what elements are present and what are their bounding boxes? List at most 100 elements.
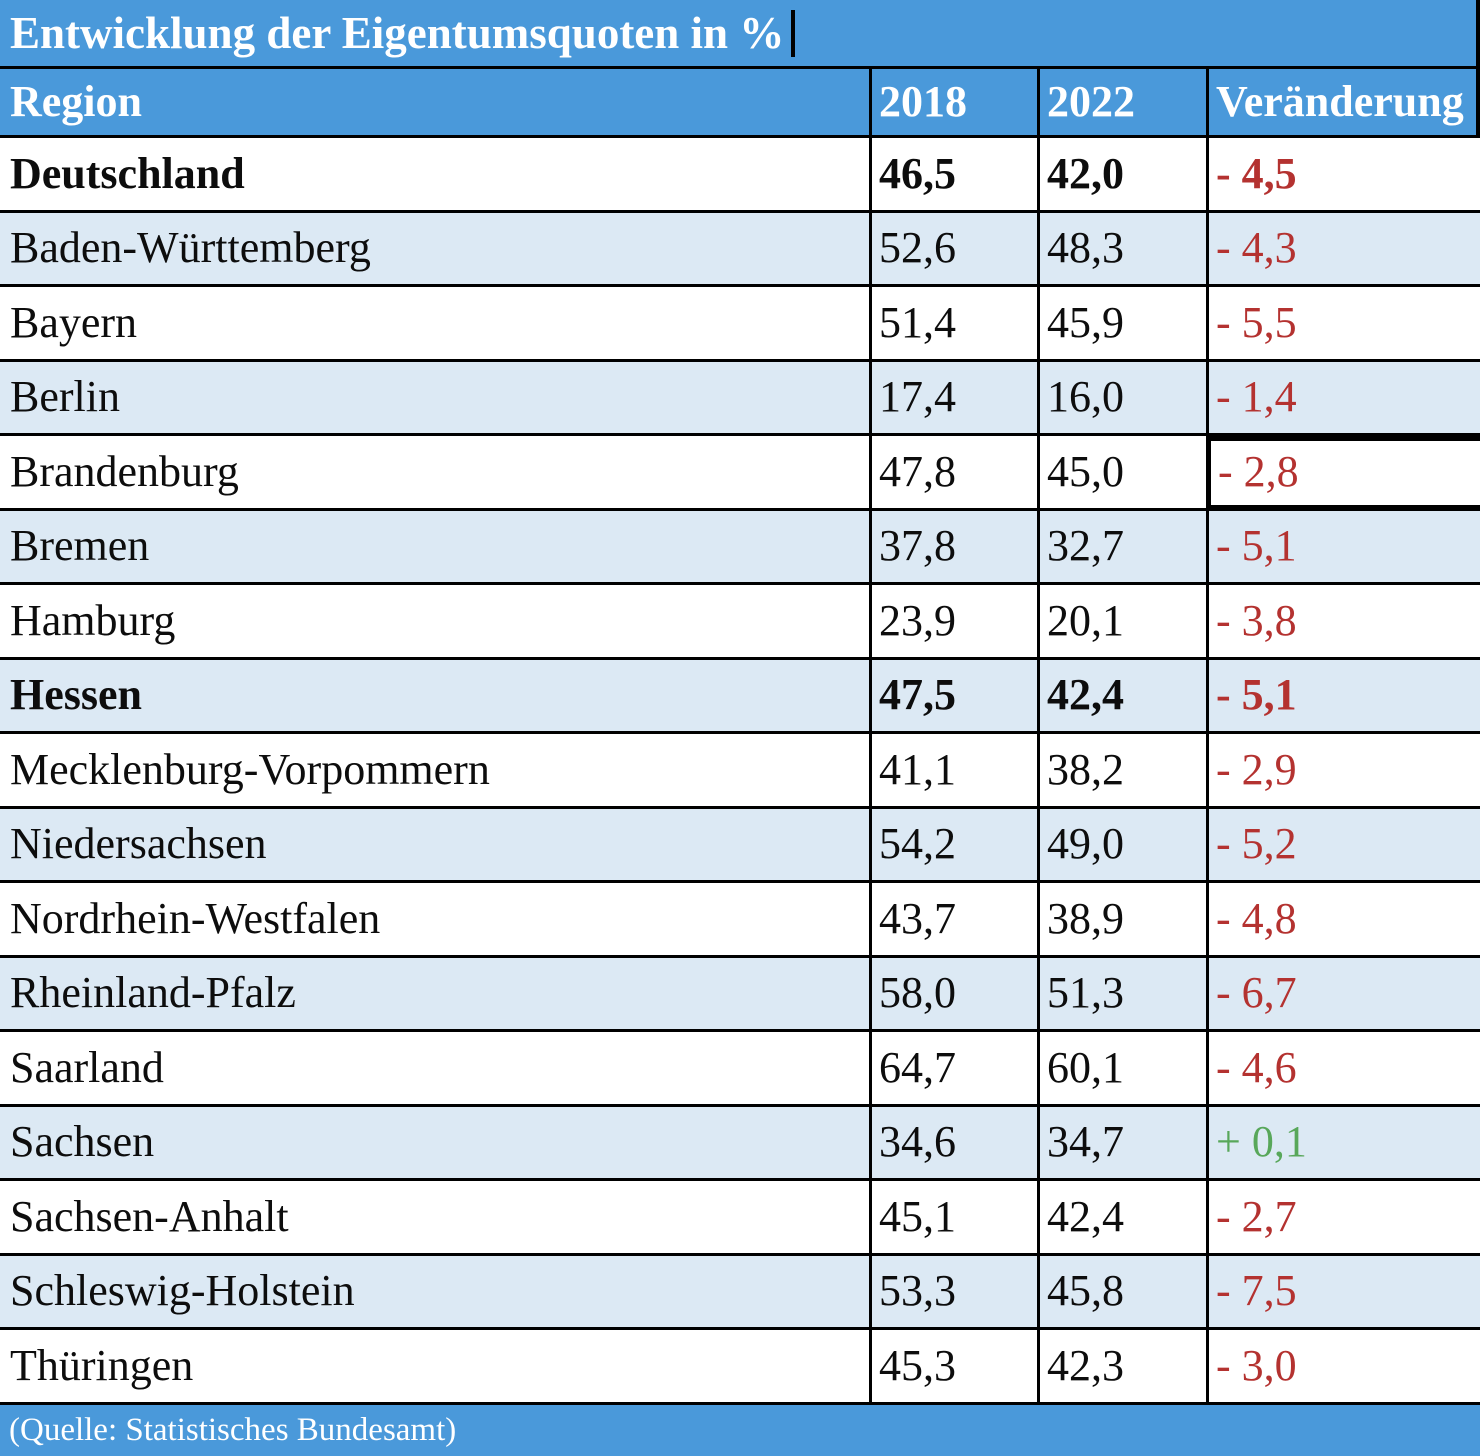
column-header-veraenderung[interactable]: Veränderung [1206, 69, 1480, 135]
table-row: Baden-Württemberg 52,6 48,3 - 4,3 [0, 212, 1480, 287]
change-cell[interactable]: - 4,3 [1206, 212, 1480, 284]
value-2018-cell[interactable]: 53,3 [869, 1255, 1037, 1327]
value-2018-cell[interactable]: 45,1 [869, 1181, 1037, 1253]
value-2022-cell[interactable]: 42,3 [1037, 1330, 1206, 1402]
table-header-row: Region 2018 2022 Veränderung [0, 69, 1480, 138]
value-2022-cell[interactable]: 42,4 [1037, 1181, 1206, 1253]
region-cell[interactable]: Thüringen [10, 1340, 194, 1390]
region-cell[interactable]: Mecklenburg-Vorpommern [10, 744, 490, 794]
change-cell[interactable]: + 0,1 [1206, 1106, 1480, 1178]
value-2018-cell[interactable]: 46,5 [869, 138, 1037, 210]
change-cell[interactable]: - 5,5 [1206, 287, 1480, 359]
column-header-region[interactable]: Region [0, 69, 869, 135]
change-cell[interactable]: - 2,8 [1206, 436, 1480, 508]
column-header-2022[interactable]: 2022 [1037, 69, 1206, 135]
value-2018-cell[interactable]: 23,9 [869, 585, 1037, 657]
change-cell[interactable]: - 6,7 [1206, 957, 1480, 1029]
column-header-label: Region [10, 77, 142, 126]
change-cell[interactable]: - 4,6 [1206, 1032, 1480, 1104]
change-cell[interactable]: - 2,9 [1206, 734, 1480, 806]
table-row: Rheinland-Pfalz 58,0 51,3 - 6,7 [0, 957, 1480, 1032]
table-row: Hessen 47,5 42,4 - 5,1 [0, 659, 1480, 734]
table-row: Thüringen 45,3 42,3 - 3,0 [0, 1330, 1480, 1405]
region-cell[interactable]: Baden-Württemberg [10, 223, 371, 273]
value-2022-cell[interactable]: 34,7 [1037, 1106, 1206, 1178]
value-2018-cell[interactable]: 17,4 [869, 361, 1037, 433]
value-2022-cell[interactable]: 38,9 [1037, 883, 1206, 955]
table-title-bar[interactable]: Entwicklung der Eigentumsquoten in % [0, 0, 1480, 69]
region-cell[interactable]: Hamburg [10, 595, 176, 645]
change-cell[interactable]: - 1,4 [1206, 361, 1480, 433]
value-2022-cell[interactable]: 45,0 [1037, 436, 1206, 508]
table-row: Brandenburg 47,8 45,0 - 2,8 [0, 436, 1480, 511]
value-2022-cell[interactable]: 42,4 [1037, 659, 1206, 731]
value-2018-cell[interactable]: 43,7 [869, 883, 1037, 955]
region-cell[interactable]: Rheinland-Pfalz [10, 968, 296, 1018]
value-2022-cell[interactable]: 32,7 [1037, 510, 1206, 582]
table-row: Schleswig-Holstein 53,3 45,8 - 7,5 [0, 1255, 1480, 1330]
table-row: Mecklenburg-Vorpommern 41,1 38,2 - 2,9 [0, 734, 1480, 809]
value-2018-cell[interactable]: 47,5 [869, 659, 1037, 731]
table-row: Bayern 51,4 45,9 - 5,5 [0, 287, 1480, 362]
value-2022-cell[interactable]: 60,1 [1037, 1032, 1206, 1104]
value-2022-cell[interactable]: 49,0 [1037, 808, 1206, 880]
region-cell[interactable]: Saarland [10, 1042, 164, 1092]
column-header-label: Veränderung [1216, 77, 1464, 126]
value-2022-cell[interactable]: 51,3 [1037, 957, 1206, 1029]
change-cell[interactable]: - 2,7 [1206, 1181, 1480, 1253]
value-2022-cell[interactable]: 16,0 [1037, 361, 1206, 433]
table-body: Deutschland 46,5 42,0 - 4,5 Baden-Württe… [0, 138, 1480, 1405]
source-bar: (Quelle: Statistisches Bundesamt) [0, 1404, 1480, 1456]
change-cell[interactable]: - 3,0 [1206, 1330, 1480, 1402]
region-cell[interactable]: Berlin [10, 372, 120, 422]
change-cell[interactable]: - 4,5 [1206, 138, 1480, 210]
value-2018-cell[interactable]: 52,6 [869, 212, 1037, 284]
value-2022-cell[interactable]: 42,0 [1037, 138, 1206, 210]
table-row: Sachsen-Anhalt 45,1 42,4 - 2,7 [0, 1181, 1480, 1256]
change-cell[interactable]: - 5,2 [1206, 808, 1480, 880]
region-cell[interactable]: Sachsen-Anhalt [10, 1191, 289, 1241]
table-row: Bremen 37,8 32,7 - 5,1 [0, 510, 1480, 585]
value-2018-cell[interactable]: 41,1 [869, 734, 1037, 806]
value-2018-cell[interactable]: 47,8 [869, 436, 1037, 508]
value-2018-cell[interactable]: 51,4 [869, 287, 1037, 359]
region-cell[interactable]: Nordrhein-Westfalen [10, 893, 381, 943]
region-cell[interactable]: Bremen [10, 521, 150, 571]
region-cell[interactable]: Brandenburg [10, 446, 239, 496]
page-title: Entwicklung der Eigentumsquoten in % [10, 8, 785, 58]
change-cell[interactable]: - 5,1 [1206, 659, 1480, 731]
region-cell[interactable]: Bayern [10, 297, 138, 347]
value-2022-cell[interactable]: 45,9 [1037, 287, 1206, 359]
region-cell[interactable]: Deutschland [10, 148, 245, 198]
change-cell[interactable]: - 5,1 [1206, 510, 1480, 582]
value-2018-cell[interactable]: 64,7 [869, 1032, 1037, 1104]
column-header-2018[interactable]: 2018 [869, 69, 1037, 135]
change-cell[interactable]: - 7,5 [1206, 1255, 1480, 1327]
change-cell[interactable]: - 3,8 [1206, 585, 1480, 657]
column-header-label: 2018 [879, 77, 967, 126]
region-cell[interactable]: Schleswig-Holstein [10, 1266, 355, 1316]
value-2018-cell[interactable]: 58,0 [869, 957, 1037, 1029]
value-2022-cell[interactable]: 45,8 [1037, 1255, 1206, 1327]
table-row: Hamburg 23,9 20,1 - 3,8 [0, 585, 1480, 660]
value-2018-cell[interactable]: 34,6 [869, 1106, 1037, 1178]
value-2018-cell[interactable]: 54,2 [869, 808, 1037, 880]
value-2022-cell[interactable]: 20,1 [1037, 585, 1206, 657]
table-row: Berlin 17,4 16,0 - 1,4 [0, 361, 1480, 436]
table-row: Nordrhein-Westfalen 43,7 38,9 - 4,8 [0, 883, 1480, 958]
value-2022-cell[interactable]: 48,3 [1037, 212, 1206, 284]
text-cursor-caret [791, 9, 796, 57]
table-row: Sachsen 34,6 34,7 + 0,1 [0, 1106, 1480, 1181]
value-2018-cell[interactable]: 45,3 [869, 1330, 1037, 1402]
table-row: Deutschland 46,5 42,0 - 4,5 [0, 138, 1480, 213]
region-cell[interactable]: Niedersachsen [10, 819, 267, 869]
column-header-label: 2022 [1047, 77, 1135, 126]
region-cell[interactable]: Hessen [10, 670, 142, 720]
table-row: Saarland 64,7 60,1 - 4,6 [0, 1032, 1480, 1107]
value-2022-cell[interactable]: 38,2 [1037, 734, 1206, 806]
change-cell[interactable]: - 4,8 [1206, 883, 1480, 955]
region-cell[interactable]: Sachsen [10, 1117, 155, 1167]
value-2018-cell[interactable]: 37,8 [869, 510, 1037, 582]
table-row: Niedersachsen 54,2 49,0 - 5,2 [0, 808, 1480, 883]
